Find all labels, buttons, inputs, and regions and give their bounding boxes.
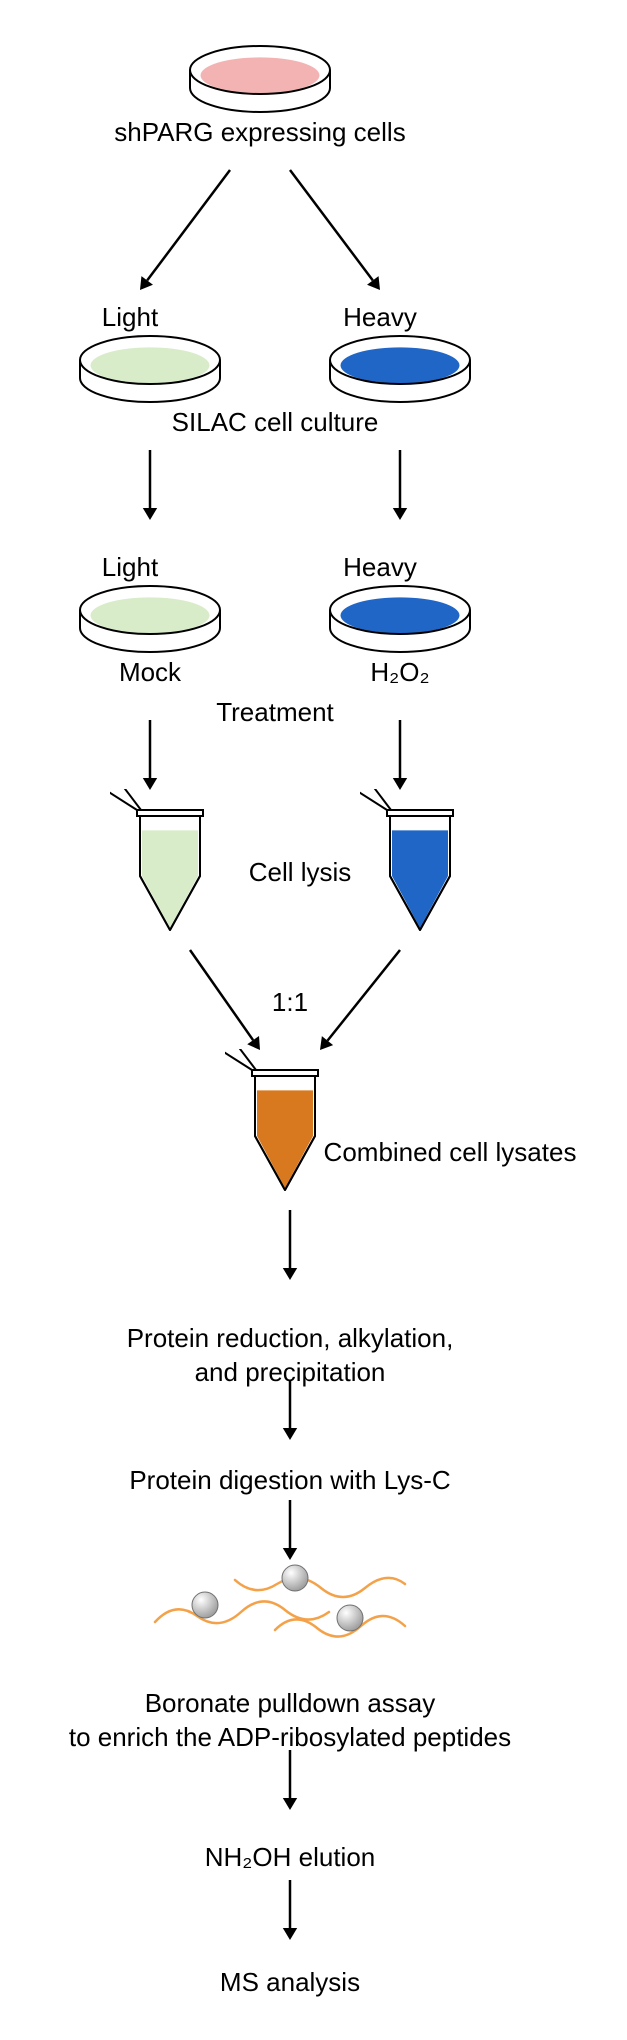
label-lysis: Cell lysis <box>0 857 627 888</box>
label-heavy2: Heavy <box>0 552 627 583</box>
label-h2o2: H₂O₂ <box>0 657 627 688</box>
label-elution: NH₂OH elution <box>0 1842 627 1873</box>
label-treatment: Treatment <box>0 697 627 728</box>
label-shparg: shPARG expressing cells <box>0 117 627 148</box>
workflow-diagram: shPARG expressing cellsLightHeavySILAC c… <box>0 0 627 2040</box>
label-ms: MS analysis <box>0 1967 627 1998</box>
label-silac: SILAC cell culture <box>0 407 627 438</box>
label-boronate: Boronate pulldown assayto enrich the ADP… <box>0 1687 627 1755</box>
label-heavy1: Heavy <box>0 302 627 333</box>
label-reduction: Protein reduction, alkylation,and precip… <box>0 1322 627 1390</box>
label-ratio: 1:1 <box>0 987 627 1018</box>
label-combined: Combined cell lysates <box>0 1137 627 1168</box>
label-digestion: Protein digestion with Lys-C <box>0 1465 627 1496</box>
